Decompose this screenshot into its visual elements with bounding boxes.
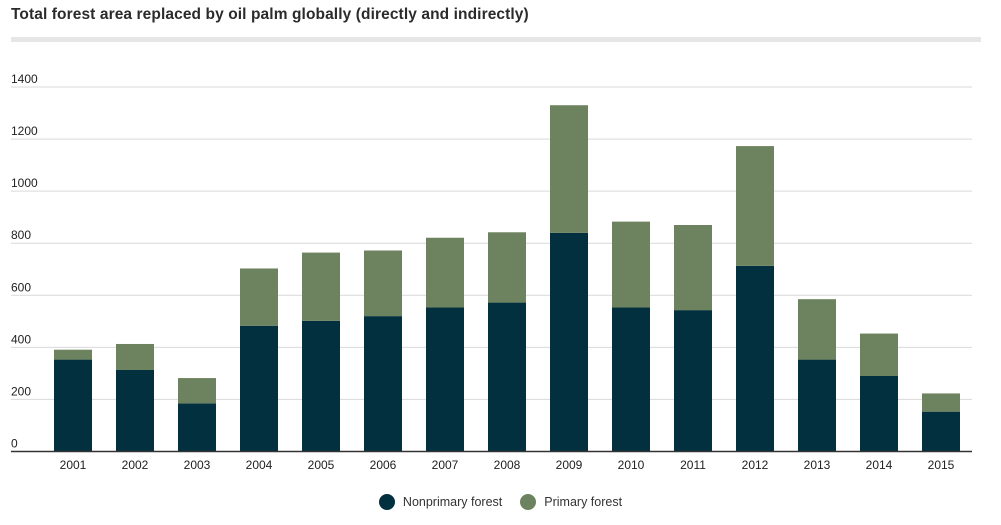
bar-nonprimary-2012[interactable] [736, 265, 774, 452]
x-tick-label: 2004 [246, 458, 273, 472]
x-tick-label: 2005 [308, 458, 335, 472]
y-tick-label: 200 [11, 384, 31, 398]
y-tick-label: 400 [11, 332, 31, 346]
title-divider [11, 37, 981, 42]
x-tick-label: 2007 [432, 458, 459, 472]
x-tick-label: 2003 [184, 458, 211, 472]
legend-swatch-primary [520, 494, 537, 510]
x-tick-label: 2002 [122, 458, 149, 472]
x-tick-label: 2001 [60, 458, 87, 472]
bar-nonprimary-2002[interactable] [116, 370, 154, 452]
legend-item-nonprimary[interactable]: Nonprimary forest [378, 494, 503, 510]
bar-nonprimary-2006[interactable] [364, 316, 402, 452]
bar-primary-2010[interactable] [612, 221, 650, 308]
bar-primary-2005[interactable] [302, 252, 340, 321]
x-tick-label: 2011 [680, 458, 706, 472]
bar-nonprimary-2004[interactable] [240, 325, 278, 452]
bar-primary-2006[interactable] [364, 250, 402, 317]
legend-label-nonprimary: Nonprimary forest [402, 495, 503, 509]
x-tick-label: 2008 [494, 458, 521, 472]
bar-primary-2004[interactable] [240, 268, 278, 326]
bar-primary-2015[interactable] [922, 393, 960, 412]
bar-primary-2002[interactable] [116, 343, 154, 371]
legend: Nonprimary forest Primary forest [0, 494, 1001, 510]
chart-title: Total forest area replaced by oil palm g… [11, 6, 529, 23]
bar-primary-2007[interactable] [426, 237, 464, 308]
y-tick-label: 1000 [11, 176, 38, 190]
legend-item-primary[interactable]: Primary forest [520, 494, 622, 510]
bar-primary-2001[interactable] [54, 349, 92, 360]
x-tick-label: 2015 [928, 458, 955, 472]
x-tick-label: 2009 [556, 458, 583, 472]
bar-nonprimary-2014[interactable] [860, 375, 898, 452]
x-tick-label: 2014 [866, 458, 893, 472]
bar-nonprimary-2007[interactable] [426, 307, 464, 452]
bar-primary-2012[interactable] [736, 146, 774, 266]
y-tick-label: 800 [11, 228, 31, 242]
bar-nonprimary-2009[interactable] [550, 232, 588, 452]
bar-primary-2003[interactable] [178, 378, 216, 404]
bar-nonprimary-2003[interactable] [178, 403, 216, 452]
bar-primary-2008[interactable] [488, 232, 526, 303]
bar-primary-2011[interactable] [674, 224, 712, 311]
bar-nonprimary-2008[interactable] [488, 302, 526, 452]
legend-swatch-nonprimary [378, 494, 395, 510]
stacked-bar-chart: 0 200 400 600 800 1000 1200 1400 2001 2002 2003 200… [11, 72, 972, 472]
bar-nonprimary-2005[interactable] [302, 320, 340, 452]
x-tick-label: 2006 [370, 458, 397, 472]
bar-nonprimary-2001[interactable] [54, 359, 92, 452]
x-tick-label: 2013 [804, 458, 831, 472]
legend-label-primary: Primary forest [544, 495, 623, 509]
y-tick-label: 1200 [11, 124, 38, 138]
bar-primary-2014[interactable] [860, 333, 898, 376]
bar-nonprimary-2011[interactable] [674, 310, 712, 452]
bar-nonprimary-2013[interactable] [798, 359, 836, 452]
bar-nonprimary-2010[interactable] [612, 307, 650, 452]
bar-nonprimary-2015[interactable] [922, 411, 960, 452]
bar-primary-2013[interactable] [798, 299, 836, 360]
x-tick-label: 2012 [742, 458, 769, 472]
y-tick-label: 0 [11, 437, 18, 451]
y-tick-label: 600 [11, 280, 31, 294]
x-tick-label: 2010 [618, 458, 645, 472]
y-tick-label: 1400 [11, 72, 38, 86]
bar-primary-2009[interactable] [550, 105, 588, 233]
